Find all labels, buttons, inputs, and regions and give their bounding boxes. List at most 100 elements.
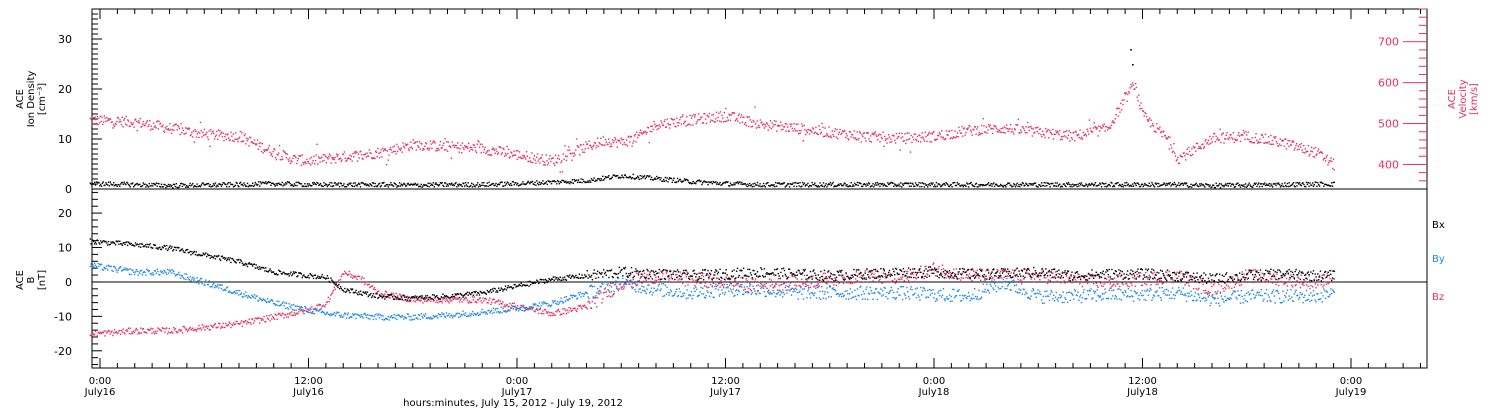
- velocity-point: [106, 119, 109, 122]
- bz-point: [1231, 287, 1233, 290]
- by-point: [356, 313, 358, 315]
- bz-point: [1167, 281, 1170, 283]
- velocity-point: [414, 142, 416, 144]
- bz-point: [247, 322, 250, 324]
- density-point: [968, 183, 971, 185]
- velocity-point: [1139, 108, 1141, 110]
- density-point: [392, 185, 395, 187]
- by-point: [298, 308, 300, 311]
- velocity-point: [670, 117, 672, 120]
- by-point: [444, 316, 447, 318]
- density-point: [1168, 183, 1170, 185]
- density-point: [1137, 182, 1139, 184]
- density-point: [656, 175, 658, 178]
- velocity-point: [1160, 131, 1162, 134]
- by-point: [427, 316, 429, 319]
- bz-point: [862, 281, 865, 283]
- bz-point: [1266, 281, 1269, 283]
- velocity-point: [339, 158, 341, 160]
- velocity-point: [919, 134, 921, 137]
- velocity-point: [787, 126, 789, 128]
- density-point: [694, 181, 696, 184]
- bz-point: [779, 290, 781, 292]
- density-point: [453, 184, 455, 187]
- density-point: [484, 185, 487, 187]
- density-point: [421, 186, 423, 188]
- velocity-point: [864, 137, 866, 139]
- density-point: [120, 183, 122, 185]
- bz-point: [828, 285, 831, 287]
- density-point: [690, 183, 693, 185]
- density-point: [419, 185, 422, 188]
- velocity-point: [874, 131, 876, 133]
- bz-point: [408, 300, 410, 302]
- velocity-point: [975, 133, 977, 135]
- bz-point: [748, 287, 750, 290]
- bz-point: [126, 330, 129, 332]
- density-point: [505, 183, 508, 185]
- velocity-point: [826, 133, 828, 135]
- velocity-point: [859, 132, 862, 134]
- velocity-point: [162, 124, 164, 126]
- density-point: [735, 182, 738, 184]
- bz-point: [1005, 270, 1007, 272]
- velocity-point: [628, 135, 630, 137]
- density-point: [935, 181, 938, 184]
- bz-point: [1318, 274, 1321, 277]
- density-point: [98, 182, 100, 184]
- velocity-point: [1170, 147, 1173, 149]
- bz-point: [811, 276, 813, 278]
- bz-point: [1278, 284, 1280, 287]
- by-point: [300, 305, 303, 308]
- velocity-point: [569, 152, 571, 155]
- density-point: [466, 185, 468, 187]
- velocity-point: [1198, 145, 1200, 148]
- velocity-point: [440, 147, 442, 149]
- by-point: [280, 304, 283, 306]
- velocity-point: [1245, 131, 1247, 133]
- bz-point: [683, 281, 686, 283]
- bz-point: [151, 332, 153, 334]
- density-point: [1244, 186, 1246, 188]
- velocity-point: [980, 132, 982, 135]
- velocity-point: [678, 122, 680, 124]
- velocity-point: [1058, 134, 1060, 136]
- bz-point: [703, 285, 706, 287]
- density-point: [795, 185, 798, 188]
- velocity-point: [1067, 134, 1070, 136]
- density-point: [224, 183, 226, 185]
- bz-point: [1034, 272, 1037, 274]
- velocity-point: [96, 115, 98, 118]
- velocity-point: [522, 154, 524, 157]
- bz-point: [1066, 272, 1069, 274]
- velocity-point: [1010, 131, 1012, 133]
- density-point: [932, 182, 934, 184]
- bz-point: [460, 298, 462, 300]
- density-point: [905, 182, 907, 184]
- velocity-point: [1131, 85, 1133, 88]
- by-point: [146, 269, 149, 271]
- by-point: [98, 265, 100, 267]
- by-point: [358, 315, 361, 317]
- bz-point: [1162, 282, 1164, 284]
- density-point: [1066, 183, 1069, 185]
- density-point: [265, 181, 267, 183]
- bz-point: [395, 292, 397, 295]
- density-point: [899, 185, 901, 187]
- by-point: [180, 275, 183, 277]
- velocity-point: [672, 119, 674, 121]
- velocity-point: [342, 153, 344, 156]
- by-point: [179, 274, 181, 276]
- by-point: [449, 316, 451, 318]
- bz-point: [674, 281, 676, 283]
- bz-point: [1292, 276, 1295, 278]
- velocity-point: [1059, 130, 1061, 132]
- density-point: [959, 185, 961, 187]
- density-point: [270, 184, 272, 186]
- by-point: [274, 304, 276, 306]
- bz-point: [1238, 284, 1241, 287]
- velocity-point: [504, 155, 506, 157]
- bz-point: [1317, 284, 1319, 286]
- velocity-point: [820, 131, 822, 133]
- velocity-point: [1214, 141, 1217, 143]
